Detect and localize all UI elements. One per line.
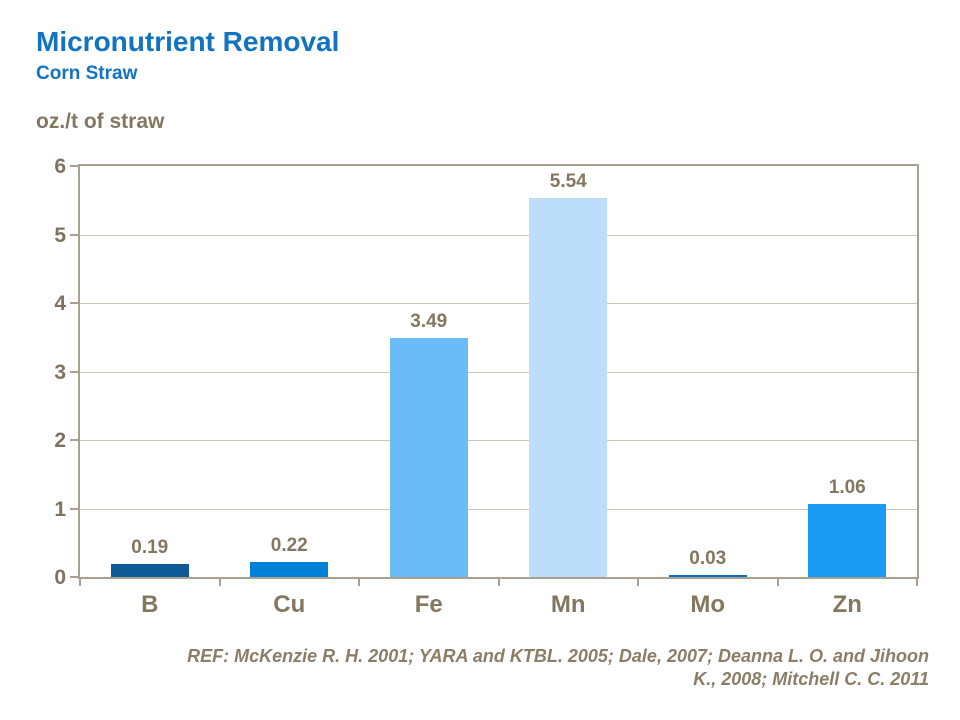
x-axis-tick-5 xyxy=(776,577,779,586)
y-axis-label-0: 0 xyxy=(54,566,66,589)
y-axis-label-4: 4 xyxy=(54,292,66,315)
y-axis-tick-6 xyxy=(70,165,80,167)
y-axis-tick-0 xyxy=(70,576,80,578)
y-axis-tick-3 xyxy=(70,370,80,373)
gridline-3 xyxy=(80,371,917,373)
bar-Cu xyxy=(250,561,329,577)
bar-value-Fe: 3.49 xyxy=(410,310,448,332)
bar-B xyxy=(110,564,189,577)
page-subtitle: Corn Straw xyxy=(36,63,138,84)
page-title: Micronutrient Removal xyxy=(36,26,340,57)
reference-line-1: REF: McKenzie R. H. 2001; YARA and KTBL.… xyxy=(187,646,929,666)
gridline-1 xyxy=(80,508,917,510)
bar-Mo xyxy=(668,574,747,577)
bar-value-Mn: 5.54 xyxy=(549,170,587,192)
bar-chart-plot-area: 0 1 2 3 4 5 6 0.19 B 0.22 Cu 3.49 Fe 5.54 Mn 0.03 Mo 1.06… xyxy=(54,156,919,617)
x-axis-label-B: B xyxy=(141,591,159,618)
gridline-5 xyxy=(80,234,917,236)
y-axis-tick-2 xyxy=(70,439,80,441)
y-axis-label-5: 5 xyxy=(54,223,66,247)
reference-line-2: K., 2008; Mitchell C. C. 2011 xyxy=(693,669,929,689)
y-axis-tick-5 xyxy=(70,233,80,236)
x-axis-tick-2 xyxy=(358,577,360,586)
gridline-2 xyxy=(80,440,917,441)
x-axis-label-Mn: Mn xyxy=(550,591,586,618)
x-axis-label-Zn: Zn xyxy=(832,591,862,618)
gridline-4 xyxy=(80,303,917,304)
x-axis-tick-6 xyxy=(916,577,918,586)
bar-Zn xyxy=(808,504,887,577)
y-axis-title: oz./t of straw xyxy=(36,110,165,133)
y-axis-label-6: 6 xyxy=(54,155,66,178)
x-axis-tick-4 xyxy=(637,577,639,586)
x-axis-tick-1 xyxy=(218,577,221,586)
bar-value-Zn: 1.06 xyxy=(828,477,866,499)
y-axis-tick-1 xyxy=(70,507,80,510)
bar-value-B: 0.19 xyxy=(131,537,169,558)
bar-Fe xyxy=(389,337,468,577)
y-axis-label-3: 3 xyxy=(54,360,66,384)
reference-text: REF: McKenzie R. H. 2001; YARA and KTBL.… xyxy=(60,645,929,691)
x-axis-label-Fe: Fe xyxy=(414,591,443,618)
x-axis-label-Cu: Cu xyxy=(273,591,306,618)
bar-value-Mo: 0.03 xyxy=(689,547,727,569)
x-axis-tick-3 xyxy=(497,577,500,586)
y-axis-tick-4 xyxy=(70,302,80,304)
bar-Mn xyxy=(529,197,608,577)
x-axis-tick-0 xyxy=(79,577,81,586)
bar-value-Cu: 0.22 xyxy=(270,534,308,556)
y-axis-label-1: 1 xyxy=(54,497,66,521)
y-axis-label-2: 2 xyxy=(54,429,66,452)
x-axis-label-Mo: Mo xyxy=(690,591,726,618)
